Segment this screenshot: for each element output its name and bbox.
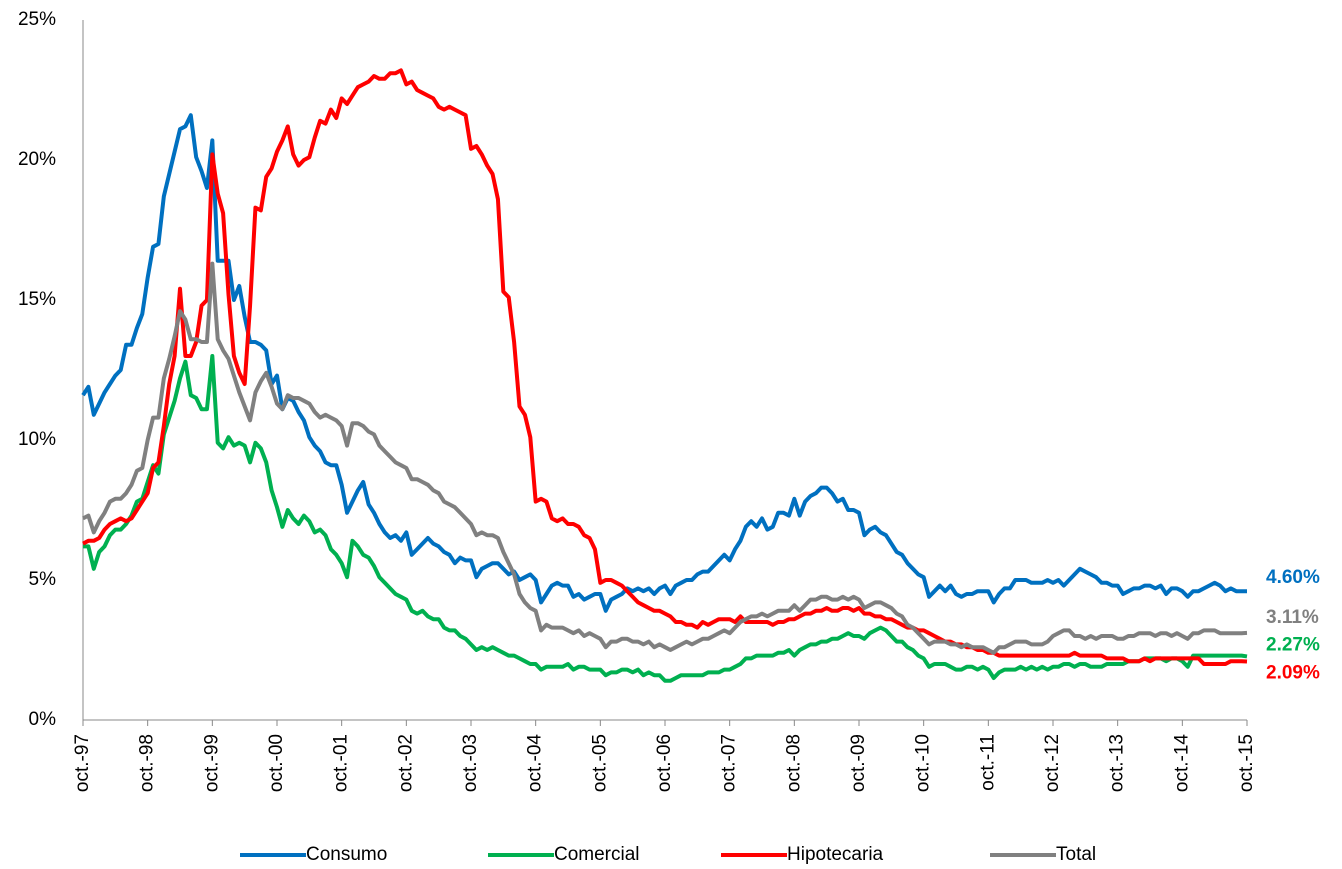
x-tick-label: oct.-08: [783, 734, 804, 792]
end-label: 3.11%: [1266, 607, 1319, 628]
x-tick-label: oct.-98: [137, 734, 158, 792]
series-line: [82, 68, 1248, 666]
legend-label: Total: [1056, 844, 1096, 865]
x-tick-label: oct.-10: [913, 734, 934, 792]
x-tick-label: oct.-02: [395, 734, 416, 792]
x-tick-label: oct.-03: [460, 734, 481, 792]
legend-label: Consumo: [306, 844, 387, 865]
y-tick-label: 0%: [29, 709, 57, 730]
y-tick-label: 15%: [18, 289, 56, 310]
series-line: [82, 261, 1248, 655]
y-tick-label: 5%: [29, 569, 57, 590]
x-tick-label: oct.-06: [654, 734, 675, 792]
x-tick-label: oct.-01: [331, 734, 352, 792]
x-tick-label: oct.-00: [266, 734, 287, 792]
x-tick-label: oct.-97: [72, 734, 93, 792]
end-label: 2.27%: [1266, 634, 1320, 655]
y-tick-label: 10%: [18, 429, 56, 450]
x-tick-label: oct.-07: [719, 734, 740, 792]
x-tick-label: oct.-13: [1107, 734, 1128, 792]
x-tick-label: oct.-11: [977, 734, 998, 791]
x-tick-label: oct.-12: [1042, 734, 1063, 792]
legend-label: Comercial: [554, 844, 640, 865]
legend-label: Hipotecaria: [787, 844, 884, 865]
x-tick-label: oct.-05: [589, 734, 610, 792]
x-tick-label: oct.-14: [1171, 734, 1192, 793]
x-tick-label: oct.-15: [1236, 734, 1257, 792]
end-label: 2.09%: [1266, 662, 1320, 683]
y-tick-label: 25%: [18, 9, 56, 30]
series-line: [81, 113, 1247, 613]
x-tick-label: oct.-99: [201, 734, 222, 792]
x-tick-label: oct.-04: [525, 734, 546, 793]
y-tick-label: 20%: [18, 149, 56, 170]
end-label: 4.60%: [1266, 567, 1320, 588]
x-tick-label: oct.-09: [848, 734, 869, 792]
series-line: [83, 354, 1248, 683]
